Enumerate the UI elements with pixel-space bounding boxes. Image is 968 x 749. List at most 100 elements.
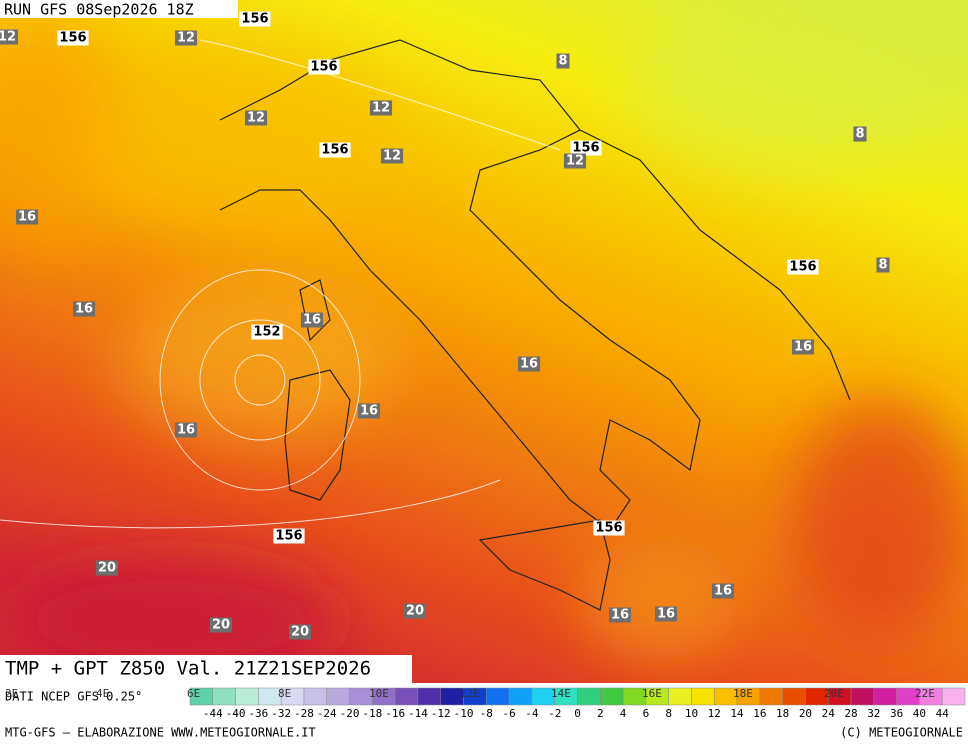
contour-label: 16: [611, 608, 629, 623]
contour-label: 12: [247, 111, 265, 126]
contour-label-box: [563, 153, 587, 169]
credit-right: (C) METEOGIORNALE: [840, 726, 963, 740]
contour-label: 20: [212, 618, 230, 633]
colorbar-label: 32: [867, 707, 880, 720]
colorbar-label: 2: [597, 707, 604, 720]
colorbar-swatch: [782, 687, 806, 706]
contour-label-box: [174, 30, 198, 46]
contour-label: 152: [253, 325, 280, 340]
contour-label: 156: [275, 529, 302, 544]
contour-label: 156: [595, 521, 622, 536]
contour-label: 12: [566, 154, 584, 169]
contour-label-box: [654, 606, 678, 622]
contour-label-box: [288, 624, 312, 640]
colorbar-label: -6: [502, 707, 515, 720]
contour-label-box: [57, 30, 89, 46]
height-contours: [0, 39, 561, 529]
colorbar-label: -16: [385, 707, 405, 720]
contour-label: 12: [372, 101, 390, 116]
colorbar-label: -40: [226, 707, 246, 720]
colorbar-swatch: [486, 687, 510, 706]
colorbar-swatch: [508, 687, 533, 706]
contour-label-box: [273, 528, 305, 544]
contour-label-box: [876, 257, 890, 273]
colorbar-label: 0: [574, 707, 581, 720]
colorbar-label: -32: [271, 707, 291, 720]
contour-label: 156: [241, 12, 268, 27]
run-box: [0, 0, 238, 18]
contour-label: 16: [657, 607, 675, 622]
contour-label-box: [0, 29, 19, 45]
colorbar-label: -18: [362, 707, 382, 720]
temperature-patches: [0, 0, 968, 680]
contour-label-box: [380, 148, 404, 164]
contour-label-box: [308, 59, 340, 75]
colorbar-swatch: [850, 687, 875, 706]
contour-label-box: [174, 422, 198, 438]
contour-label: 16: [303, 313, 321, 328]
longitude-label: 16E: [642, 687, 662, 700]
colorbar-label: 28: [844, 707, 857, 720]
colorbar-label: -20: [340, 707, 360, 720]
colorbar-swatch: [212, 687, 236, 706]
contour-label: 8: [855, 127, 864, 142]
contour-label-box: [593, 520, 625, 536]
colorbar-label: 6: [643, 707, 650, 720]
contour-label: 156: [572, 141, 599, 156]
contour-label: 16: [714, 584, 732, 599]
longitude-label: 10E: [369, 687, 389, 700]
title-box: [0, 655, 412, 683]
contour-label: 16: [360, 404, 378, 419]
colorbar-swatch: [600, 687, 624, 706]
coastlines: [219, 39, 851, 611]
contour-label-box: [403, 603, 427, 619]
contour-label: 16: [520, 357, 538, 372]
longitude-label: 14E: [551, 687, 571, 700]
colorbar-label: 44: [936, 707, 950, 720]
longitude-label: 18E: [733, 687, 753, 700]
contour-label-box: [239, 11, 271, 27]
run-label: RUN GFS 08Sep2026 18Z: [4, 1, 194, 19]
colorbar-swatch: [873, 687, 897, 706]
contour-label: 16: [18, 210, 36, 225]
contour-label-box: [300, 312, 324, 328]
contour-label-box: [357, 403, 381, 419]
contour-label: 12: [177, 31, 195, 46]
contour-label: 8: [878, 258, 887, 273]
longitude-label: 6E: [187, 687, 200, 700]
colorbar-label: 18: [776, 707, 789, 720]
contour-label-box: [15, 209, 39, 225]
colorbar-label: -4: [525, 707, 539, 720]
longitude-label: 22E: [915, 687, 935, 700]
contour-label-box: [556, 53, 570, 69]
colorbar-swatch: [417, 687, 441, 706]
colorbar-swatch: [577, 687, 601, 706]
longitude-label: 2E: [5, 687, 18, 700]
colorbar-swatch: [668, 687, 692, 706]
contour-label-box: [319, 142, 351, 158]
source: DATI NCEP GFS 0.25°: [5, 690, 142, 704]
contour-label: 16: [75, 302, 93, 317]
colorbar-swatch: [326, 687, 350, 706]
contour-label-box: [608, 607, 632, 623]
colorbar-swatch: [691, 687, 715, 706]
longitude-label: 8E: [278, 687, 291, 700]
colorbar-label: -14: [408, 707, 428, 720]
contour-label: 12: [0, 30, 16, 45]
colorbar-label: 24: [822, 707, 836, 720]
contour-label-box: [251, 324, 283, 340]
title: TMP + GPT Z850 Val. 21Z21SEP2026: [5, 658, 371, 680]
contour-label: 12: [383, 149, 401, 164]
colorbar-swatch: [394, 687, 419, 706]
colorbar-label: -8: [480, 707, 493, 720]
longitude-label: 12E: [460, 687, 480, 700]
contour-label-box: [711, 583, 735, 599]
contour-label: 156: [59, 31, 86, 46]
contour-label: 8: [558, 54, 567, 69]
colorbar-label: 16: [753, 707, 766, 720]
contour-label: 20: [291, 625, 309, 640]
colorbar-label: 4: [620, 707, 627, 720]
contour-label-box: [72, 301, 96, 317]
